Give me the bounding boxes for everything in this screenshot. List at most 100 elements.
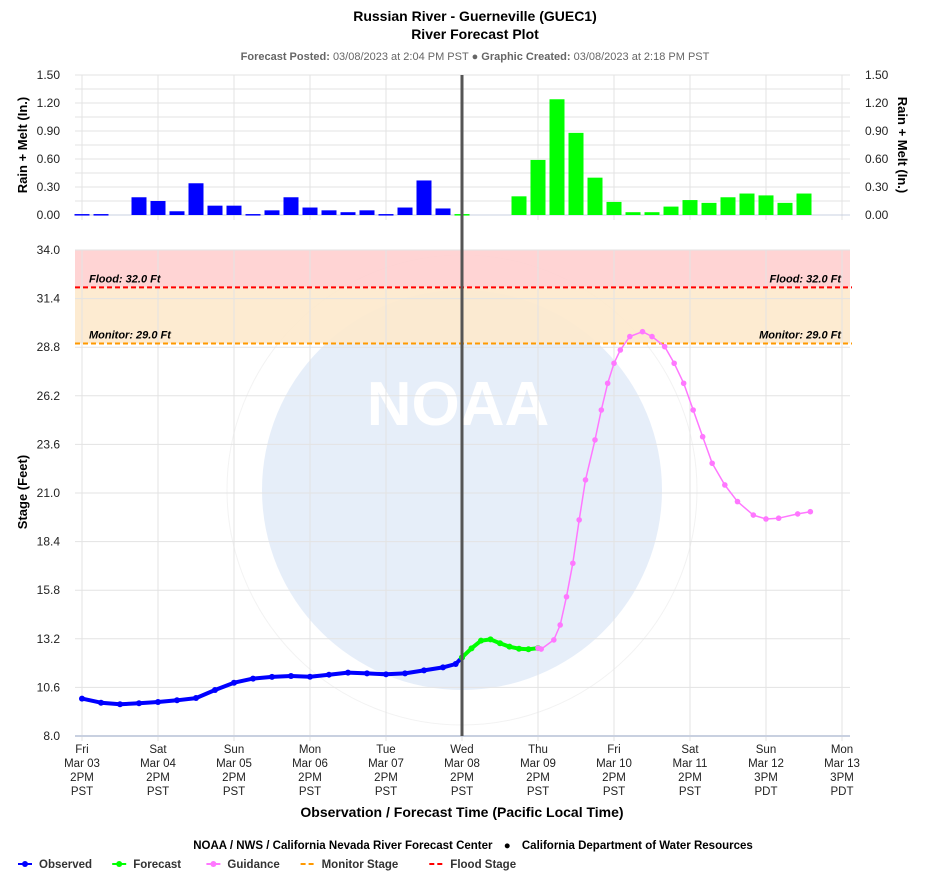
observed-point — [231, 679, 237, 686]
x-tick-label: Sat Mar 11 2PM PST — [673, 744, 708, 798]
guidance-point — [680, 380, 687, 387]
x-tick-line: Mar 03 — [64, 758, 100, 770]
guidance-point — [750, 512, 757, 518]
x-tick-line: Mon — [831, 744, 853, 756]
forecast-point — [516, 645, 522, 652]
x-tick-label: Mon Mar 06 2PM PST — [292, 744, 328, 798]
rain-bar — [245, 214, 261, 216]
stage-ytick: 26.2 — [37, 389, 61, 403]
rain-ytick-right: 0.00 — [865, 208, 889, 222]
x-tick-line: PST — [375, 786, 397, 798]
x-tick-line: Mar 04 — [140, 758, 176, 770]
rain-ytick-left: 0.90 — [37, 124, 61, 138]
monitor-stage-line-label-left: Monitor: 29.0 Ft — [89, 329, 172, 341]
rain-bar — [663, 206, 679, 215]
legend-item-forecast: Forecast — [112, 859, 181, 871]
guidance-point — [690, 407, 696, 413]
x-tick-line: Sat — [149, 744, 167, 756]
rain-bar — [587, 177, 603, 215]
rain-bar — [606, 201, 622, 215]
rain-ytick-right: 0.90 — [865, 124, 889, 138]
rain-bar — [758, 195, 774, 215]
rain-bar — [625, 212, 641, 215]
observed-point — [307, 673, 313, 680]
rain-ytick-left: 0.30 — [37, 180, 61, 194]
stage-ytick: 15.8 — [37, 583, 61, 597]
x-tick-line: Mar 11 — [673, 758, 708, 770]
guidance-point — [627, 333, 633, 340]
x-tick-label: Sun Mar 12 3PM PDT — [748, 744, 784, 798]
x-tick-label: Mon Mar 13 3PM PDT — [824, 744, 860, 798]
observed-point — [174, 697, 180, 704]
rain-y-title-left: Rain + Melt (In.) — [15, 97, 30, 193]
rain-bar — [796, 193, 812, 215]
stage-ytick: 23.6 — [37, 437, 61, 451]
rain-bar — [359, 210, 375, 215]
observed-point — [269, 673, 275, 680]
chart-subtitle: River Forecast Plot — [411, 26, 539, 42]
x-tick-line: 2PM — [298, 772, 322, 784]
rain-ytick-right: 0.30 — [865, 180, 889, 194]
x-tick-line: PST — [603, 786, 625, 798]
guidance-point — [576, 517, 582, 523]
x-tick-line: PDT — [831, 786, 854, 798]
forecast-point — [468, 645, 475, 652]
x-tick-line: Mon — [299, 744, 321, 756]
rain-ytick-left: 0.00 — [37, 208, 61, 222]
rain-bar — [74, 214, 90, 216]
guidance-point — [563, 593, 570, 600]
observed-point — [212, 687, 218, 694]
guidance-point — [722, 482, 728, 488]
observed-point — [117, 701, 123, 708]
chart-title: Russian River - Guerneville (GUEC1) — [353, 8, 597, 24]
guidance-point — [699, 433, 706, 440]
x-tick-line: Sat — [681, 744, 699, 756]
x-tick-line: Mar 12 — [748, 758, 784, 770]
x-tick-line: PST — [299, 786, 321, 798]
rain-bar — [739, 193, 755, 215]
x-tick-line: Wed — [450, 744, 473, 756]
legend-label: Observed — [39, 859, 92, 871]
legend-marker-icon — [22, 861, 28, 867]
x-tick-line: Mar 08 — [444, 758, 480, 770]
stage-chart: 8.0 10.6 13.2 15.8 18.4 21.0 23.6 26.2 28.8 31.4 3… — [37, 75, 860, 798]
observed-point — [421, 667, 427, 674]
x-tick-line: Mar 07 — [368, 758, 404, 770]
legend-item-flood-stage: Flood Stage — [429, 859, 516, 871]
rain-ytick-right: 0.60 — [865, 152, 889, 166]
observed-point — [345, 669, 351, 676]
rain-bar — [321, 210, 337, 215]
x-tick-line: 2PM — [374, 772, 398, 784]
rain-bar — [511, 196, 527, 215]
rain-bar — [340, 212, 356, 215]
rain-bar — [93, 214, 109, 216]
rain-bar — [264, 210, 280, 215]
rain-ytick-left: 1.50 — [37, 68, 61, 82]
monitor-stage-line-label-right: Monitor: 29.0 Ft — [759, 329, 842, 341]
rain-bar — [131, 197, 147, 215]
stage-ytick: 8.0 — [43, 729, 60, 743]
rain-bar — [568, 132, 584, 215]
rain-ytick-left: 0.60 — [37, 152, 61, 166]
rain-bar — [150, 201, 166, 215]
stage-ytick: 18.4 — [37, 535, 61, 549]
legend-item-observed: Observed — [18, 859, 92, 871]
legend-label: Guidance — [227, 859, 279, 871]
rain-bar — [644, 212, 660, 215]
rain-bar — [169, 211, 185, 215]
stage-ytick: 31.4 — [37, 292, 61, 306]
x-tick-line: PST — [71, 786, 93, 798]
x-tick-label: Tue Mar 07 2PM PST — [368, 744, 404, 798]
observed-point — [250, 675, 256, 682]
x-tick-line: 3PM — [754, 772, 778, 784]
rain-bar — [226, 205, 242, 215]
guidance-point — [763, 516, 769, 522]
x-tick-label: Wed Mar 08 2PM PST — [444, 744, 480, 798]
rain-bar — [188, 183, 204, 215]
guidance-point — [617, 347, 624, 353]
observed-point — [79, 695, 85, 702]
forecast-point — [506, 643, 513, 650]
guidance-point — [604, 380, 611, 387]
rain-bar — [777, 202, 793, 215]
